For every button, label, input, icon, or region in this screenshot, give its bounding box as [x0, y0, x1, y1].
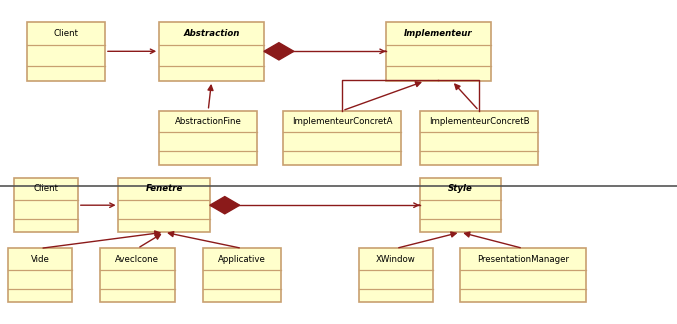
Text: Implementeur: Implementeur	[404, 29, 473, 38]
Bar	[118, 178, 210, 232]
Text: Abstraction: Abstraction	[183, 29, 240, 38]
Text: Client: Client	[53, 29, 79, 38]
Polygon shape	[210, 197, 240, 214]
Text: Style: Style	[448, 184, 473, 193]
Bar	[159, 111, 257, 165]
Bar	[27, 22, 105, 81]
Polygon shape	[264, 43, 294, 60]
Bar	[420, 111, 538, 165]
Text: ImplementeurConcretA: ImplementeurConcretA	[292, 117, 393, 126]
Text: Fenetre: Fenetre	[146, 184, 183, 193]
Text: ImplementeurConcretB: ImplementeurConcretB	[429, 117, 529, 126]
Bar	[8, 249, 72, 302]
Bar	[386, 22, 491, 81]
Text: AbstractionFine: AbstractionFine	[175, 117, 242, 126]
Bar	[159, 22, 264, 81]
Text: Vide: Vide	[31, 255, 49, 264]
Text: AvecIcone: AvecIcone	[116, 255, 159, 264]
Bar	[420, 178, 501, 232]
Bar	[283, 111, 401, 165]
Bar	[359, 249, 433, 302]
Bar	[14, 178, 78, 232]
Text: XWindow: XWindow	[376, 255, 416, 264]
Text: Client: Client	[33, 184, 58, 193]
Text: Applicative: Applicative	[218, 255, 266, 264]
Bar	[100, 249, 175, 302]
Bar	[203, 249, 281, 302]
Bar	[460, 249, 586, 302]
Text: PresentationManager: PresentationManager	[477, 255, 569, 264]
